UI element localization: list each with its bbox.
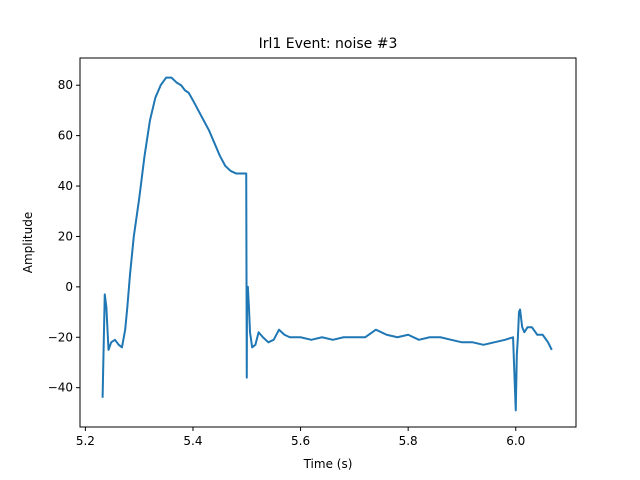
y-tick-label: −40 <box>48 381 73 395</box>
axes-frame <box>79 57 577 428</box>
x-axis-label: Time (s) <box>303 457 353 471</box>
chart-title: Irl1 Event: noise #3 <box>259 36 398 52</box>
y-tick-label: 80 <box>58 78 73 92</box>
y-tick-label: 60 <box>58 129 73 143</box>
series-line <box>101 76 553 412</box>
y-tick-label: 0 <box>65 280 73 294</box>
x-tick-label: 5.2 <box>76 434 95 448</box>
y-axis: −40 −20 0 20 40 60 80 <box>48 78 80 395</box>
x-axis: 5.2 5.4 5.6 5.8 6.0 <box>76 427 525 448</box>
x-tick-label: 5.4 <box>183 434 202 448</box>
x-tick-label: 5.6 <box>291 434 310 448</box>
y-axis-label: Amplitude <box>21 212 35 274</box>
y-tick-label: 20 <box>58 229 73 243</box>
x-tick-label: 6.0 <box>506 434 525 448</box>
y-tick-label: 40 <box>58 179 73 193</box>
plot-area <box>101 76 553 412</box>
x-tick-label: 5.8 <box>399 434 418 448</box>
y-tick-label: −20 <box>48 330 73 344</box>
